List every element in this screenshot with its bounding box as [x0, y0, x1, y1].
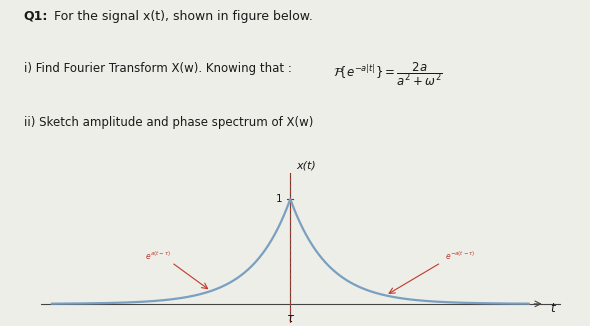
- Text: ii) Sketch amplitude and phase spectrum of X(w): ii) Sketch amplitude and phase spectrum …: [24, 116, 313, 129]
- Text: $e^{-a(t-\tau)}$: $e^{-a(t-\tau)}$: [445, 249, 475, 262]
- Text: $e^{a(t-\tau)}$: $e^{a(t-\tau)}$: [145, 249, 171, 262]
- Text: τ: τ: [287, 312, 294, 325]
- Text: Q1:: Q1:: [24, 10, 48, 23]
- Text: i) Find Fourier Transform X(w). Knowing that :: i) Find Fourier Transform X(w). Knowing …: [24, 62, 295, 75]
- Text: x(t): x(t): [297, 161, 316, 171]
- Text: For the signal x(t), shown in figure below.: For the signal x(t), shown in figure bel…: [50, 10, 313, 23]
- Text: $\mathcal{F}\!\left\{e^{-a|t|}\right\} = \dfrac{2a}{a^{2}+\omega^{2}}$: $\mathcal{F}\!\left\{e^{-a|t|}\right\} =…: [333, 60, 443, 88]
- Text: t: t: [550, 302, 555, 315]
- Text: 1: 1: [276, 194, 283, 204]
